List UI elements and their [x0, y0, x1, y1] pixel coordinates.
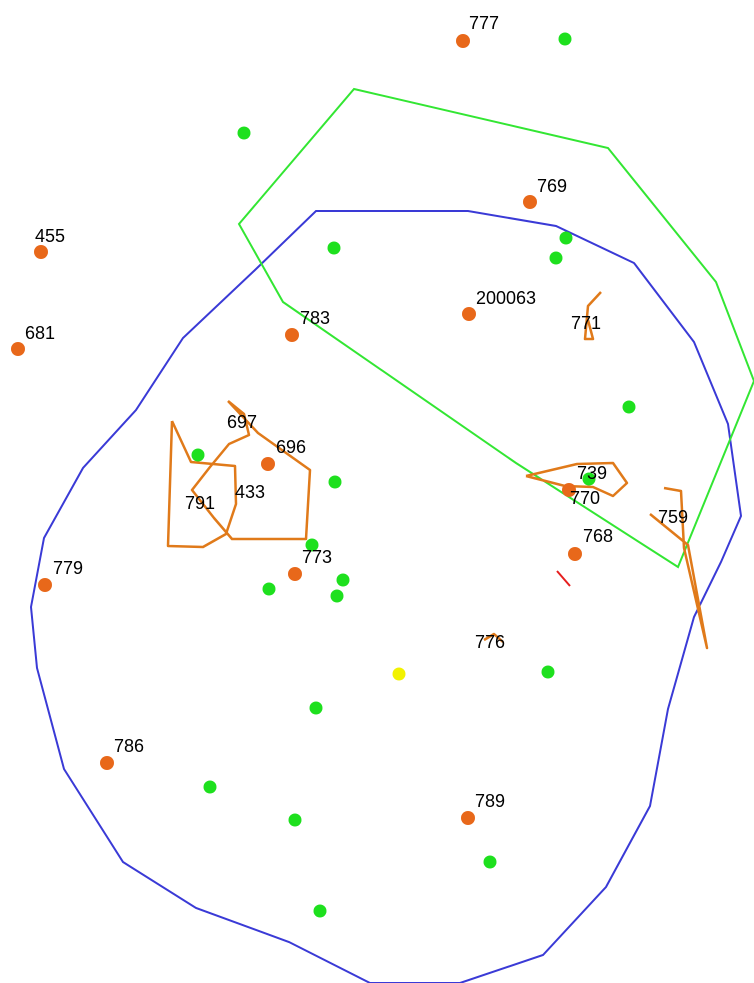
- label-768: 768: [583, 526, 613, 546]
- label-789: 789: [475, 791, 505, 811]
- orange-point-681: [11, 342, 25, 356]
- orange-point-786: [100, 756, 114, 770]
- label-791: 791: [185, 493, 215, 513]
- label-681: 681: [25, 323, 55, 343]
- green-point: [541, 665, 555, 679]
- line-696: [190, 400, 312, 541]
- label-770: 770: [570, 488, 600, 508]
- label-773: 773: [302, 547, 332, 567]
- label-771: 771: [571, 313, 601, 333]
- orange-point-768: [568, 547, 582, 561]
- label-696: 696: [276, 437, 306, 457]
- yellow-point: [392, 667, 406, 681]
- green-point: [313, 904, 327, 918]
- line-759: [649, 486, 709, 650]
- green-point: [483, 855, 497, 869]
- orange-point-773: [288, 567, 302, 581]
- green-point: [622, 400, 636, 414]
- orange-point-779: [38, 578, 52, 592]
- label-200063: 200063: [476, 288, 536, 308]
- orange-points: [11, 34, 582, 825]
- green-point: [559, 231, 573, 245]
- line-791: [166, 420, 238, 549]
- label-455: 455: [35, 226, 65, 246]
- label-759: 759: [658, 507, 688, 527]
- label-776: 776: [475, 632, 505, 652]
- green-point: [203, 780, 217, 794]
- green-point: [288, 813, 302, 827]
- orange-point-769: [523, 195, 537, 209]
- red-segment: [556, 570, 571, 587]
- orange-point-696: [261, 457, 275, 471]
- label-783: 783: [300, 308, 330, 328]
- green-point: [309, 701, 323, 715]
- green-boundary-polygon: [237, 87, 754, 569]
- orange-point-455: [34, 245, 48, 259]
- orange-point-200063: [462, 307, 476, 321]
- green-point: [327, 241, 341, 255]
- orange-line-features: [166, 291, 709, 650]
- label-739: 739: [577, 463, 607, 483]
- green-point: [191, 448, 205, 462]
- green-point: [582, 472, 596, 486]
- label-697: 697: [227, 412, 257, 432]
- green-point: [336, 573, 350, 587]
- line-776: [483, 632, 504, 643]
- green-point: [237, 126, 251, 140]
- orange-point-770: [562, 483, 576, 497]
- green-point: [262, 582, 276, 596]
- green-point: [558, 32, 572, 46]
- label-769: 769: [537, 176, 567, 196]
- feature-labels: 777 769 455 200063 771 783 681 697 696 4…: [25, 13, 688, 811]
- label-779: 779: [53, 558, 83, 578]
- line-771: [583, 291, 602, 341]
- label-786: 786: [114, 736, 144, 756]
- orange-point-777: [456, 34, 470, 48]
- orange-point-789: [461, 811, 475, 825]
- green-points: [191, 32, 636, 918]
- label-777: 777: [469, 13, 499, 33]
- orange-point-783: [285, 328, 299, 342]
- blue-boundary-polygon: [29, 210, 743, 983]
- green-point: [330, 589, 344, 603]
- green-point: [305, 538, 319, 552]
- green-point: [549, 251, 563, 265]
- label-433: 433: [235, 482, 265, 502]
- green-point: [328, 475, 342, 489]
